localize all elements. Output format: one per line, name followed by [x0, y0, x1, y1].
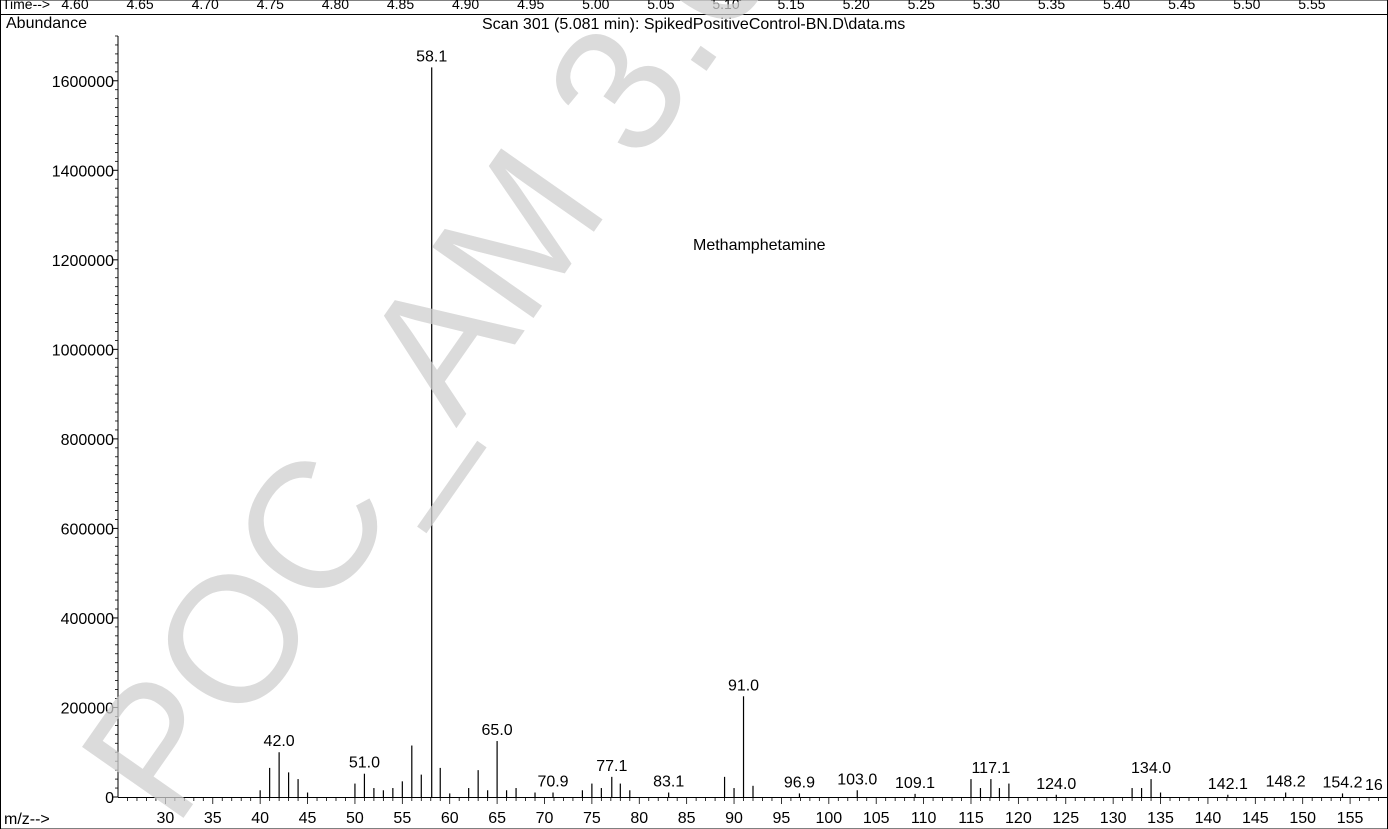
peak-label: 148.2	[1266, 774, 1306, 791]
peak-label: 91.0	[728, 677, 759, 694]
x-tick-label: 140	[1195, 810, 1222, 827]
y-tick-label: 1600000	[52, 74, 114, 91]
y-tick-label: 600000	[61, 521, 114, 538]
x-tick-label: 65	[488, 810, 506, 827]
x-tick-label: 150	[1289, 810, 1316, 827]
x-tick-label: 40	[251, 810, 269, 827]
time-axis: Time--> 4.60 4.65 4.70 4.75 4.80 4.85 4.90 4.95…	[2, 0, 1326, 12]
peak-label: 103.0	[837, 771, 877, 788]
peak-label: 83.1	[653, 774, 684, 791]
time-tick-label: 4.90	[452, 0, 479, 12]
peak-labels: 42.0 51.0 58.1 65.0 70.9 77.1 83.1 91.0 96.9 103.…	[264, 48, 1363, 792]
time-tick-label: 4.80	[322, 0, 349, 12]
peak-label: 65.0	[482, 722, 513, 739]
edge-peak-label: 16	[1365, 777, 1383, 794]
x-axis-label: m/z-->	[4, 811, 50, 828]
time-axis-label: Time-->	[2, 0, 50, 12]
x-tick-label: 55	[393, 810, 411, 827]
peak-label: 142.1	[1208, 776, 1248, 793]
x-tick-label: 105	[863, 810, 890, 827]
y-tick-label: 1400000	[52, 163, 114, 180]
time-tick-label: 5.45	[1168, 0, 1195, 12]
x-axis-ticks: 30 35 40 45 50 55 60 65 70 75 80 85 90 95 100 105 110 115…	[127, 797, 1388, 827]
peak-label: 70.9	[537, 774, 568, 791]
peak-label: 42.0	[264, 733, 295, 750]
peak-label: 117.1	[971, 760, 1010, 777]
x-tick-label: 35	[204, 810, 222, 827]
time-tick-label: 5.55	[1298, 0, 1325, 12]
peak-label: 58.1	[416, 48, 447, 65]
time-tick-label: 4.75	[257, 0, 284, 12]
x-tick-label: 80	[630, 810, 648, 827]
time-tick-label: 5.10	[712, 0, 739, 12]
peak-label: 109.1	[895, 775, 935, 792]
x-tick-label: 135	[1147, 810, 1174, 827]
time-tick-label: 4.70	[192, 0, 219, 12]
y-tick-label: 1200000	[52, 253, 114, 270]
x-tick-label: 85	[678, 810, 696, 827]
y-tick-label: 1000000	[52, 342, 114, 359]
y-tick-label: 200000	[61, 700, 114, 717]
x-tick-label: 125	[1052, 810, 1079, 827]
peak-series	[259, 67, 1344, 797]
x-tick-label: 120	[1005, 810, 1032, 827]
time-tick-label: 5.50	[1233, 0, 1260, 12]
peak-label: 154.2	[1322, 774, 1362, 791]
x-tick-label: 155	[1337, 810, 1364, 827]
x-tick-label: 60	[441, 810, 459, 827]
x-tick-label: 70	[536, 810, 554, 827]
x-tick-label: 100	[815, 810, 842, 827]
peak-label: 96.9	[784, 774, 815, 791]
x-tick-label: 90	[725, 810, 743, 827]
y-tick-label: 800000	[61, 432, 114, 449]
x-tick-label: 45	[299, 810, 317, 827]
time-tick-label: 4.60	[61, 0, 88, 12]
x-tick-label: 110	[911, 810, 937, 827]
y-axis-ticks: 0 200000 400000 600000 800000 1000000 1200000 1…	[52, 35, 118, 807]
time-tick-label: 4.85	[387, 0, 414, 12]
y-axis-label: Abundance	[6, 15, 87, 32]
y-tick-label: 400000	[61, 611, 114, 628]
time-tick-label: 5.00	[582, 0, 609, 12]
x-tick-label: 30	[156, 810, 174, 827]
watermark: POC_AM 3.6.1	[42, 0, 901, 829]
time-tick-label: 4.95	[517, 0, 544, 12]
time-tick-label: 5.40	[1103, 0, 1130, 12]
peak-label: 124.0	[1036, 776, 1076, 793]
y-tick-label: 0	[105, 790, 114, 807]
time-tick-label: 5.35	[1038, 0, 1065, 12]
x-tick-label: 145	[1242, 810, 1269, 827]
x-tick-label: 75	[583, 810, 601, 827]
compound-annotation: Methamphetamine	[693, 237, 826, 254]
x-tick-label: 115	[958, 810, 984, 827]
time-tick-label: 5.15	[777, 0, 804, 12]
x-tick-label: 50	[346, 810, 364, 827]
time-tick-label: 5.25	[908, 0, 935, 12]
time-tick-label: 5.30	[973, 0, 1000, 12]
x-tick-label: 130	[1100, 810, 1127, 827]
x-tick-label: 95	[773, 810, 791, 827]
peak-label: 134.0	[1131, 760, 1171, 777]
peak-label: 51.0	[349, 755, 380, 772]
time-tick-label: 5.20	[843, 0, 870, 12]
chart-title: Scan 301 (5.081 min): SpikedPositiveCont…	[482, 16, 905, 33]
time-tick-label: 5.05	[647, 0, 674, 12]
peak-label: 77.1	[596, 758, 627, 775]
time-tick-label: 4.65	[126, 0, 153, 12]
